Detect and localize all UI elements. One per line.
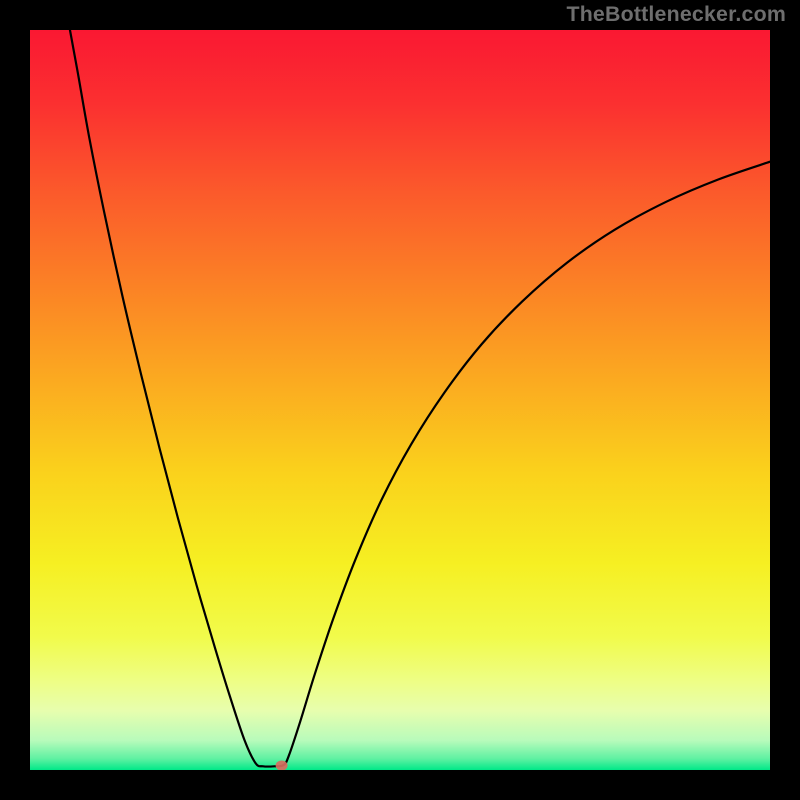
chart-stage: TheBottlenecker.com — [0, 0, 800, 800]
optimum-marker — [276, 761, 288, 771]
bottleneck-chart — [0, 0, 800, 800]
watermark-label: TheBottlenecker.com — [566, 2, 786, 27]
plot-background — [30, 30, 770, 770]
